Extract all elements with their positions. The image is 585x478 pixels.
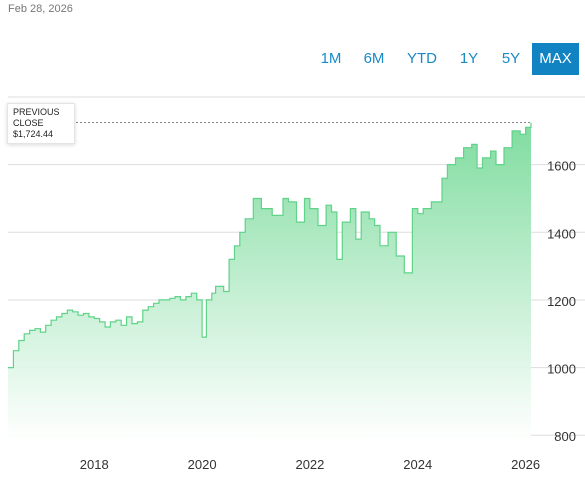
area-layer [8, 122, 532, 442]
y-tick-label: 1000 [547, 362, 576, 377]
as-of-date: Feb 28, 2026 [8, 3, 73, 15]
price-area [8, 122, 531, 442]
x-tick-label: 2022 [295, 457, 324, 472]
x-tick-label: 2026 [511, 457, 540, 472]
previous-close-tooltip: PREVIOUS CLOSE $1,724.44 [7, 103, 75, 144]
range-6m-button[interactable]: 6M [363, 50, 385, 67]
tooltip-label-line1: PREVIOUS [13, 107, 60, 117]
x-tick-label: 2020 [188, 457, 217, 472]
range-5y-button[interactable]: 5Y [501, 50, 521, 67]
x-axis-ticks: 2018 2020 2022 2024 2026 [80, 457, 540, 472]
time-range-selector: 1M 6M YTD 1Y 5Y MAX [310, 43, 579, 75]
range-ytd-button[interactable]: YTD [407, 50, 437, 67]
y-tick-label: 800 [554, 429, 576, 444]
tooltip-label-line2: CLOSE [13, 118, 44, 128]
range-1y-button[interactable]: 1Y [459, 50, 479, 67]
y-tick-label: 1400 [547, 226, 576, 241]
x-tick-label: 2018 [80, 457, 109, 472]
x-tick-label: 2024 [403, 457, 432, 472]
y-tick-label: 1200 [547, 294, 576, 309]
y-tick-label: 1600 [547, 159, 576, 174]
price-line [8, 122, 532, 369]
range-1m-button[interactable]: 1M [320, 50, 342, 67]
tooltip-value: $1,724.44 [13, 129, 54, 139]
y-axis-ticks: 800 1000 1200 1400 1600 [547, 159, 576, 445]
range-max-button[interactable]: MAX [532, 43, 579, 75]
